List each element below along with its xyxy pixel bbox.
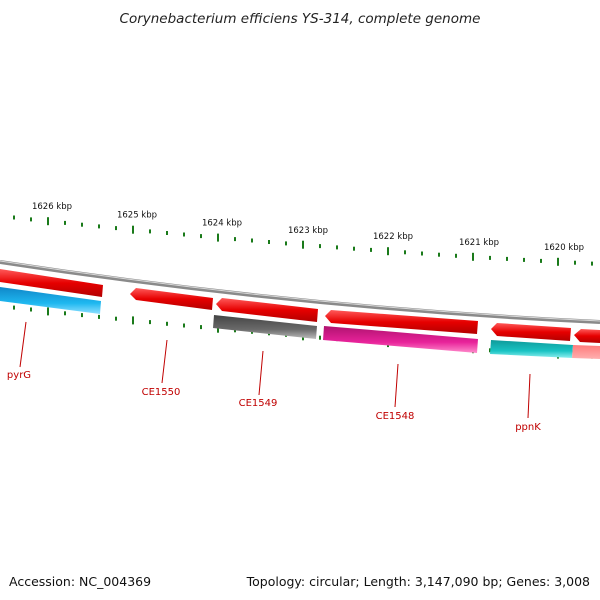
gene-label-CE1548: CE1548 (376, 411, 415, 422)
forward-strand-features (0, 269, 600, 343)
gene-label-ppnK: ppnK (515, 422, 541, 433)
reverse-strand-features (0, 287, 600, 359)
genome-summary-text: Topology: circular; Length: 3,147,090 bp… (246, 574, 590, 589)
gene-label-lines (19, 321, 531, 419)
scale-label: 1620 kbp (544, 243, 584, 253)
gene-CE1549-bar (213, 315, 317, 339)
gene-pyrG-bar (0, 287, 101, 314)
genome-backbone-highlight (0, 260, 600, 322)
forward-gene-1 (0, 269, 103, 297)
accession-text: Accession: NC_004369 (9, 574, 151, 589)
scale-labels: 1626 kbp 1625 kbp 1624 kbp 1623 kbp 1622 kbp… (32, 202, 584, 253)
CE1548-connector (394, 363, 399, 408)
scale-label: 1622 kbp (373, 232, 413, 242)
scale-ticks (13, 215, 593, 359)
forward-gene-4 (325, 310, 478, 334)
forward-gene-6 (574, 329, 600, 343)
gene-label-CE1549: CE1549 (239, 398, 278, 409)
gene-label-pyrG: pyrG (7, 370, 31, 381)
CE1549-connector (258, 350, 264, 396)
gene-label-CE1550: CE1550 (142, 387, 181, 398)
forward-gene-5 (491, 323, 571, 341)
gene-ppnK-bar (490, 340, 573, 358)
gene-CE1548-bar (323, 326, 478, 353)
map-title: Corynebacterium efficiens YS-314, comple… (120, 11, 481, 27)
CE1550-connector (161, 339, 168, 384)
scale-label: 1623 kbp (288, 226, 328, 236)
scale-label: 1626 kbp (32, 202, 72, 212)
gene-partial-bar (572, 345, 600, 359)
forward-gene-3 (216, 298, 318, 322)
forward-gene-2 (130, 288, 213, 310)
ppnK-connector (527, 373, 531, 419)
pyrG-connector (19, 321, 27, 368)
scale-label: 1621 kbp (459, 238, 499, 248)
genome-backbone (0, 260, 600, 324)
scale-label: 1625 kbp (117, 211, 157, 221)
scale-label: 1624 kbp (202, 219, 242, 229)
